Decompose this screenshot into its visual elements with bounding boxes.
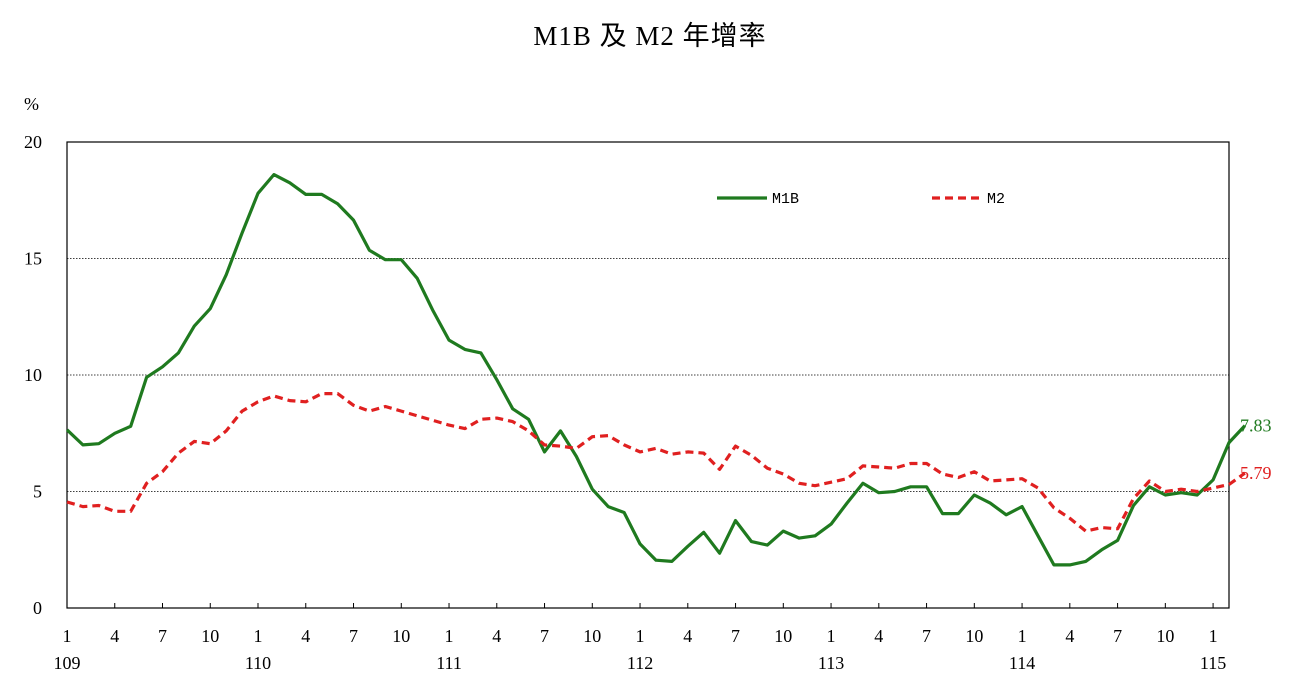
x-axis: 1 4 7 10 1 4 7 10 1 4 7 10 1 4 7 10 1 4 7 10 1 4 7 10 1 109 110 111… <box>54 603 1226 673</box>
x-tick-label: 1 <box>636 626 645 646</box>
x-tick-label: 7 <box>1113 626 1122 646</box>
x-tick-label: 1 <box>1209 626 1218 646</box>
x-tick-label: 1 <box>63 626 72 646</box>
series-line-m2 <box>66 392 1246 533</box>
x-year-label: 111 <box>436 653 462 673</box>
legend-label-m2: M2 <box>987 191 1005 208</box>
x-tick-label: 4 <box>874 626 883 646</box>
chart-title: M1B 及 M2 年增率 <box>533 21 767 51</box>
x-year-label: 114 <box>1009 653 1035 673</box>
x-tick-label: 10 <box>1156 626 1174 646</box>
end-labels: 7.83 5.79 <box>1240 416 1272 484</box>
x-tick-label: 7 <box>540 626 549 646</box>
x-tick-label: 1 <box>827 626 836 646</box>
y-tick-label: 15 <box>24 249 42 269</box>
end-label-m2: 5.79 <box>1240 463 1272 483</box>
x-year-label: 113 <box>818 653 844 673</box>
x-year-label: 110 <box>245 653 271 673</box>
x-tick-label: 10 <box>201 626 219 646</box>
series-layer <box>65 173 1247 567</box>
x-tick-label: 10 <box>392 626 410 646</box>
x-tick-label: 4 <box>110 626 119 646</box>
x-tick-label: 4 <box>301 626 310 646</box>
y-tick-label: 0 <box>33 598 42 618</box>
legend-label-m1b: M1B <box>772 191 799 208</box>
x-tick-label: 1 <box>254 626 263 646</box>
x-tick-label: 7 <box>731 626 740 646</box>
plot-area <box>66 141 1230 609</box>
x-tick-label: 7 <box>158 626 167 646</box>
y-tick-label: 20 <box>24 132 42 152</box>
x-tick-label: 7 <box>922 626 931 646</box>
x-year-label: 109 <box>54 653 81 673</box>
y-tick-label: 5 <box>33 482 42 502</box>
y-axis: 0 5 10 15 20 <box>24 132 42 618</box>
x-tick-label: 10 <box>965 626 983 646</box>
legend: M1B M2 <box>717 191 1005 208</box>
series-line-m1b <box>65 173 1247 567</box>
x-tick-label: 10 <box>774 626 792 646</box>
x-tick-label: 1 <box>445 626 454 646</box>
x-tick-label: 4 <box>492 626 501 646</box>
x-tick-label: 10 <box>583 626 601 646</box>
x-year-label: 115 <box>1200 653 1226 673</box>
x-tick-label: 4 <box>683 626 692 646</box>
x-tick-label: 4 <box>1065 626 1074 646</box>
x-year-label: 112 <box>627 653 653 673</box>
x-tick-label: 1 <box>1018 626 1027 646</box>
grid-lines <box>67 258 1229 492</box>
x-tick-label: 7 <box>349 626 358 646</box>
y-axis-unit-label: % <box>24 94 39 114</box>
y-tick-label: 10 <box>24 365 42 385</box>
end-label-m1b: 7.83 <box>1240 416 1272 436</box>
